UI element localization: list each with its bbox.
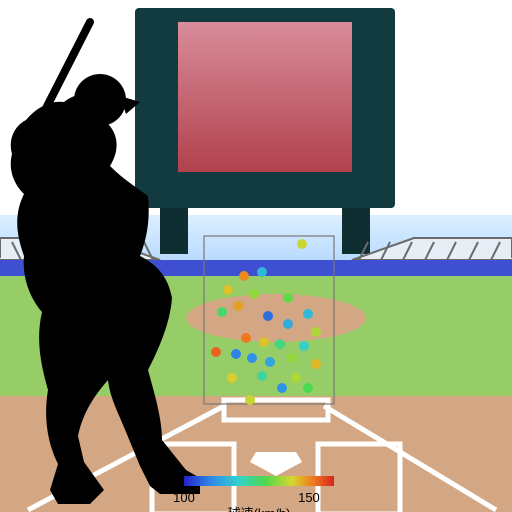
legend-tick: 100 [173,490,195,505]
legend-colorbar [184,476,334,486]
legend-axis-label: 球速(km/h) [228,506,291,512]
legend-tick: 150 [298,490,320,505]
speed-legend: 100 150 球速(km/h) [0,0,512,512]
